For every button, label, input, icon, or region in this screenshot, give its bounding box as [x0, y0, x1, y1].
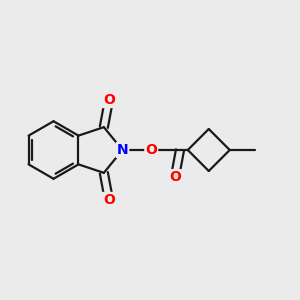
Text: N: N	[117, 143, 128, 157]
Text: O: O	[103, 93, 115, 107]
Text: O: O	[145, 143, 157, 157]
Text: O: O	[103, 193, 115, 207]
Text: O: O	[169, 170, 181, 184]
